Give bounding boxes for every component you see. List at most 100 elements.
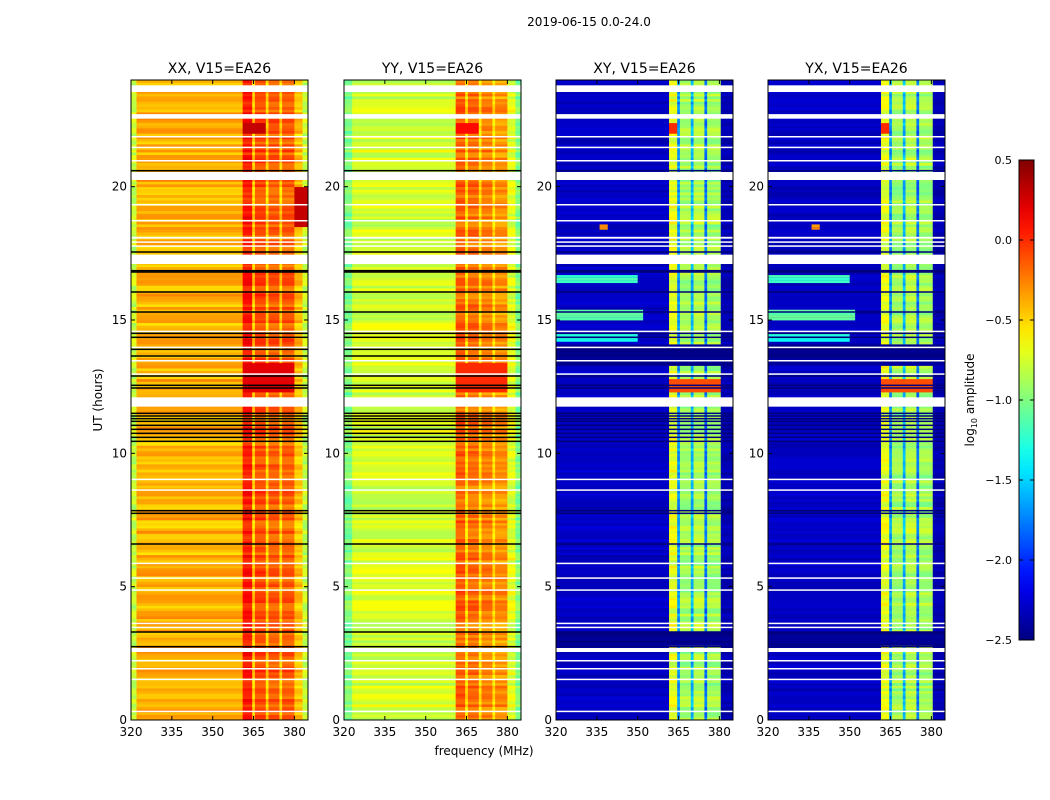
heatmap-cell [252, 458, 256, 462]
heatmap-cell [467, 485, 480, 489]
heatmap-cell [478, 613, 482, 617]
heatmap-cell [136, 242, 244, 246]
heatmap-cell [282, 82, 295, 86]
heatmap-cell [352, 325, 457, 329]
heatmap-cell [344, 349, 353, 353]
heatmap-cell [242, 426, 253, 430]
heatmap-cell [242, 109, 253, 113]
heatmap-cell [294, 413, 303, 417]
heatmap-cell [344, 368, 353, 372]
heatmap-cell [254, 357, 267, 361]
heatmap-cell [507, 389, 516, 393]
flag-line-black [131, 420, 308, 423]
heatmap-cell [242, 112, 253, 116]
heatmap-cell [302, 101, 309, 105]
heatmap-cell [467, 605, 480, 609]
heatmap-cell [282, 277, 295, 281]
heatmap-cell [294, 690, 303, 694]
heatmap-cell [352, 317, 457, 321]
heatmap-cell [282, 656, 295, 660]
heatmap-cell [252, 392, 256, 396]
heatmap-cell [481, 266, 493, 270]
heatmap-cell [344, 442, 353, 446]
heatmap-cell [492, 514, 496, 518]
heatmap-cell [265, 312, 269, 316]
heatmap-cell [492, 482, 496, 486]
heatmap-cell [352, 333, 457, 337]
heatmap-cell [136, 352, 244, 356]
heatmap-cell [495, 317, 508, 321]
heatmap-cell [302, 634, 309, 638]
heatmap-cell [492, 504, 496, 508]
heatmap-cell [268, 160, 280, 164]
heatmap-cell [515, 434, 522, 438]
heatmap-cell [465, 376, 469, 380]
heatmap-cell [495, 200, 508, 204]
heatmap-cell [242, 578, 253, 582]
heatmap-cell [268, 608, 280, 612]
heatmap-cell [481, 482, 493, 486]
heatmap-cell [302, 298, 309, 302]
heatmap-cell [344, 701, 353, 705]
heatmap-cell [302, 560, 309, 564]
heatmap-cell [252, 538, 256, 542]
heatmap-cell [344, 210, 353, 214]
heatmap-cell [465, 634, 469, 638]
heatmap-cell [492, 344, 496, 348]
heatmap-cell [252, 442, 256, 446]
heatmap-cell [455, 200, 466, 204]
heatmap-cell [294, 341, 303, 345]
heatmap-cell [268, 282, 280, 286]
heatmap-cell [352, 584, 457, 588]
heatmap-cell [352, 653, 457, 657]
heatmap-cell [478, 186, 482, 190]
heatmap-cell [302, 272, 309, 276]
heatmap-cell [515, 610, 522, 614]
heatmap-cell [242, 293, 253, 297]
heatmap-cell [344, 237, 353, 241]
heatmap-cell [282, 608, 295, 612]
heatmap-cell [242, 165, 253, 169]
heatmap-cell [242, 309, 253, 313]
heatmap-cell [294, 205, 303, 209]
heatmap-cell [492, 416, 496, 420]
heatmap-cell [242, 82, 253, 86]
heatmap-cell [268, 613, 280, 617]
heatmap-cell [242, 162, 253, 166]
heatmap-cell [136, 304, 244, 308]
heatmap-cell [302, 136, 309, 140]
heatmap-cell [294, 98, 303, 102]
heatmap-cell [344, 538, 353, 542]
heatmap-cell [465, 194, 469, 198]
heatmap-cell [282, 437, 295, 441]
heatmap-cell [242, 562, 253, 566]
heatmap-cell [131, 408, 137, 412]
heatmap-cell [294, 554, 303, 558]
heatmap-cell [465, 421, 469, 425]
heatmap-cell [495, 309, 508, 313]
heatmap-cell [252, 602, 256, 606]
heatmap-cell [279, 549, 283, 553]
heatmap-cell [265, 341, 269, 345]
heatmap-cell [481, 192, 493, 196]
heatmap-cell [455, 186, 466, 190]
heatmap-cell [352, 565, 457, 569]
heatmap-cell [242, 272, 253, 276]
heatmap-cell [282, 98, 295, 102]
heatmap-cell [268, 714, 280, 718]
heatmap-cell [478, 704, 482, 708]
heatmap-cell [352, 389, 457, 393]
heatmap-cell [279, 472, 283, 476]
heatmap-cell [495, 274, 508, 278]
heatmap-cell [131, 466, 137, 470]
heatmap-cell [282, 178, 295, 182]
heatmap-cell [455, 458, 466, 462]
heatmap-cell [455, 661, 466, 665]
heatmap-cell [465, 602, 469, 606]
heatmap-cell [254, 474, 267, 478]
heatmap-cell [136, 376, 244, 380]
heatmap-cell [282, 421, 295, 425]
heatmap-cell [495, 522, 508, 526]
heatmap-cell [507, 216, 516, 220]
heatmap-cell [254, 656, 267, 660]
